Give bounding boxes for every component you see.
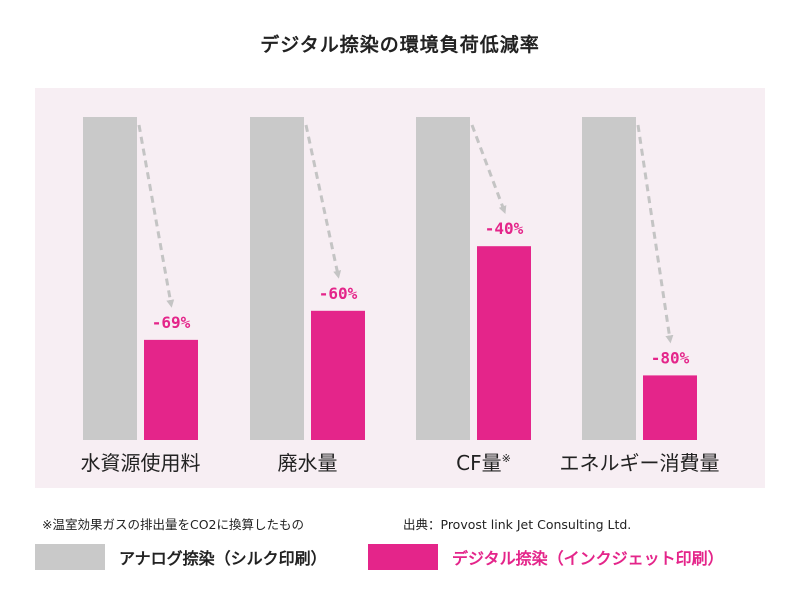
legend-item-analog: アナログ捺染（シルク印刷） bbox=[35, 543, 327, 571]
legend-label-digital: デジタル捺染（インクジェット印刷） bbox=[452, 549, 724, 568]
legend-label-analog: アナログ捺染（シルク印刷） bbox=[119, 549, 327, 568]
legend-swatch-analog bbox=[35, 544, 105, 570]
legend-swatch-digital bbox=[368, 544, 438, 570]
bar-digital bbox=[311, 310, 365, 440]
legend-item-digital: デジタル捺染（インクジェット印刷） bbox=[368, 543, 724, 571]
category-label: 水資源使用料 bbox=[81, 451, 201, 475]
data-label: -69% bbox=[152, 313, 191, 332]
bar-analog bbox=[582, 117, 636, 440]
bar-analog bbox=[416, 117, 470, 440]
bar-digital bbox=[643, 375, 697, 440]
chart-title: デジタル捺染の環境負荷低減率 bbox=[260, 34, 540, 56]
bar-chart: -69%水資源使用料-60%廃水量-40%CF量※-80%エネルギー消費量 bbox=[35, 88, 765, 488]
data-label: -80% bbox=[651, 348, 690, 367]
bar-analog bbox=[83, 117, 137, 440]
reduction-arrow bbox=[636, 124, 674, 344]
category-label: 廃水量 bbox=[278, 451, 338, 475]
reduction-arrow bbox=[470, 124, 507, 214]
footnote: ※温室効果ガスの排出量をCO2に換算したもの bbox=[42, 517, 304, 532]
data-label: -60% bbox=[319, 284, 358, 303]
data-label: -40% bbox=[485, 219, 524, 238]
reduction-arrow bbox=[304, 124, 342, 279]
bar-digital bbox=[144, 339, 198, 440]
bar-digital bbox=[477, 246, 531, 440]
source-credit: 出典：Provost link Jet Consulting Ltd. bbox=[403, 517, 632, 532]
reduction-arrow bbox=[137, 124, 175, 308]
bar-analog bbox=[250, 117, 304, 440]
category-label: エネルギー消費量 bbox=[560, 451, 720, 475]
